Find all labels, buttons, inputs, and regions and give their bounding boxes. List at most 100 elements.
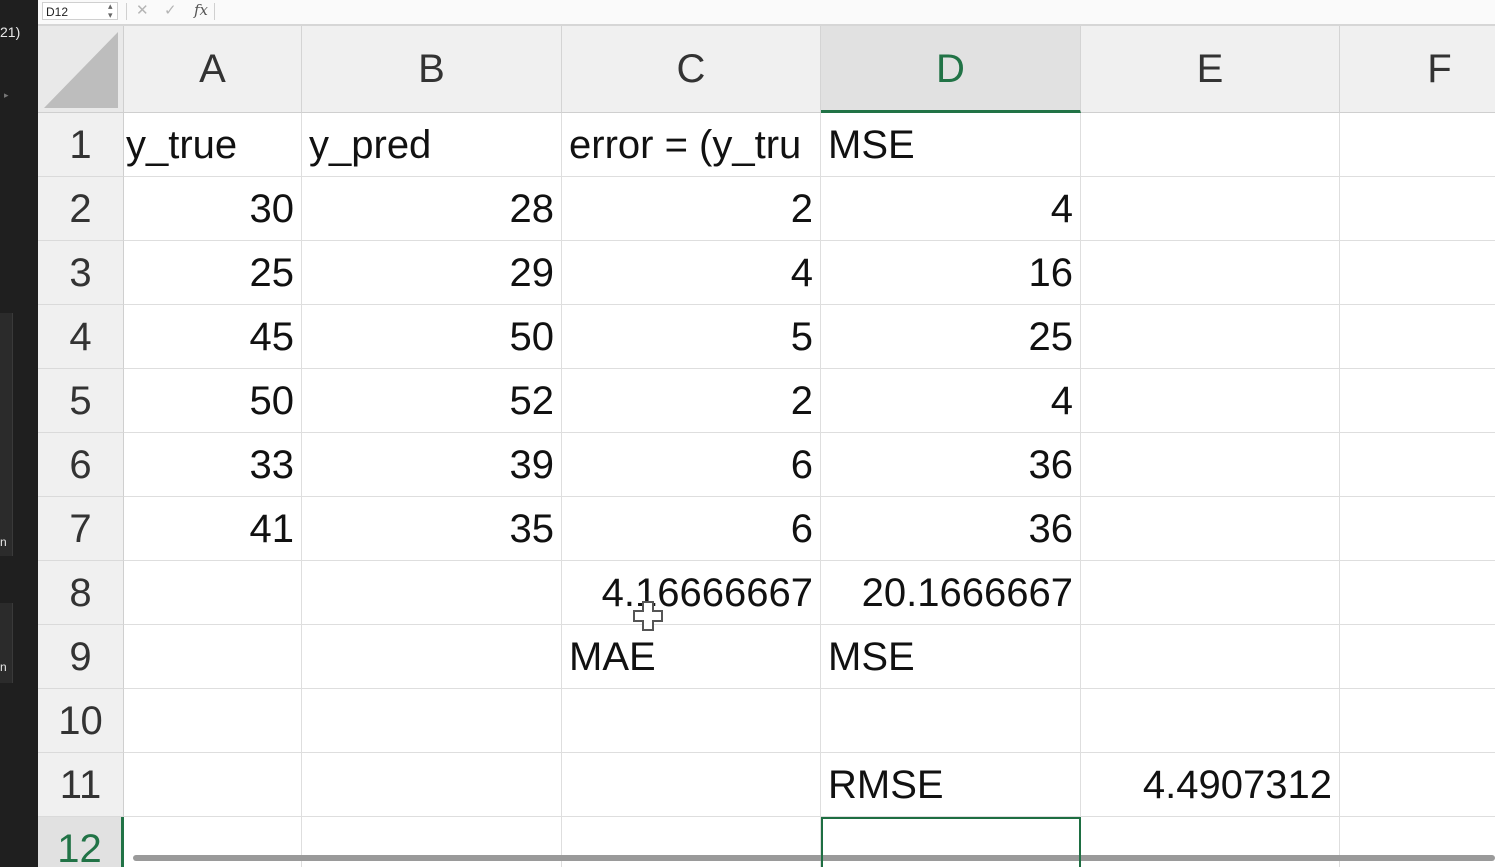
cell-a12[interactable]	[124, 817, 302, 867]
cell-c6[interactable]: 6	[562, 433, 821, 497]
cell-e1[interactable]	[1081, 113, 1340, 177]
row-header-4[interactable]: 4	[38, 305, 124, 369]
cell-e10[interactable]	[1081, 689, 1340, 753]
formula-input[interactable]	[218, 2, 1488, 20]
cell-b8[interactable]	[302, 561, 562, 625]
cell-d9[interactable]: MSE	[821, 625, 1081, 689]
cell-c2[interactable]: 2	[562, 177, 821, 241]
cell-a11[interactable]	[124, 753, 302, 817]
column-header-e[interactable]: E	[1081, 26, 1340, 113]
cell-e4[interactable]	[1081, 305, 1340, 369]
cell-f2[interactable]	[1340, 177, 1495, 241]
cell-d10[interactable]	[821, 689, 1081, 753]
cell-d8[interactable]: 20.1666667	[821, 561, 1081, 625]
cell-d2[interactable]: 4	[821, 177, 1081, 241]
cell-a5[interactable]: 50	[124, 369, 302, 433]
cell-f9[interactable]	[1340, 625, 1495, 689]
cell-a7[interactable]: 41	[124, 497, 302, 561]
cell-f7[interactable]	[1340, 497, 1495, 561]
cell-a4[interactable]: 45	[124, 305, 302, 369]
cell-f3[interactable]	[1340, 241, 1495, 305]
cell-c11[interactable]	[562, 753, 821, 817]
cell-b11[interactable]	[302, 753, 562, 817]
cell-e11[interactable]: 4.4907312	[1081, 753, 1340, 817]
cell-a6[interactable]: 33	[124, 433, 302, 497]
chevron-right-icon[interactable]: ▸	[4, 90, 9, 100]
cell-f1[interactable]	[1340, 113, 1495, 177]
cell-d4[interactable]: 25	[821, 305, 1081, 369]
cell-c8[interactable]: 4.16666667	[562, 561, 821, 625]
cell-b2[interactable]: 28	[302, 177, 562, 241]
row-header-5[interactable]: 5	[38, 369, 124, 433]
cell-b1[interactable]: y_pred	[302, 113, 562, 177]
cell-e12[interactable]	[1081, 817, 1340, 867]
row-header-8[interactable]: 8	[38, 561, 124, 625]
row-header-12[interactable]: 12	[38, 817, 124, 867]
cell-a8[interactable]	[124, 561, 302, 625]
cell-e3[interactable]	[1081, 241, 1340, 305]
enter-check-icon[interactable]: ✓	[164, 2, 177, 19]
cell-f10[interactable]	[1340, 689, 1495, 753]
insert-function-icon[interactable]: fx	[194, 1, 209, 19]
cell-c3[interactable]: 4	[562, 241, 821, 305]
column-header-a[interactable]: A	[124, 26, 302, 113]
cell-e9[interactable]	[1081, 625, 1340, 689]
cell-d5[interactable]: 4	[821, 369, 1081, 433]
row-header-9[interactable]: 9	[38, 625, 124, 689]
cell-a9[interactable]	[124, 625, 302, 689]
cell-c5[interactable]: 2	[562, 369, 821, 433]
name-box[interactable]: D12	[42, 2, 118, 20]
column-header-d[interactable]: D	[821, 26, 1081, 113]
cell-e8[interactable]	[1081, 561, 1340, 625]
cell-select-cursor-icon	[633, 601, 663, 631]
name-box-dropdown-icon[interactable]: ▴ ▾	[108, 1, 113, 20]
row-header-7[interactable]: 7	[38, 497, 124, 561]
cell-c9[interactable]: MAE	[562, 625, 821, 689]
cell-f8[interactable]	[1340, 561, 1495, 625]
select-all-corner[interactable]	[38, 26, 124, 113]
cell-c7[interactable]: 6	[562, 497, 821, 561]
cell-e2[interactable]	[1081, 177, 1340, 241]
cell-a2[interactable]: 30	[124, 177, 302, 241]
cell-f5[interactable]	[1340, 369, 1495, 433]
row-header-1[interactable]: 1	[38, 113, 124, 177]
row-header-2[interactable]: 2	[38, 177, 124, 241]
cell-d3[interactable]: 16	[821, 241, 1081, 305]
cell-c12[interactable]	[562, 817, 821, 867]
horizontal-scrollbar[interactable]	[133, 855, 1495, 861]
cell-e7[interactable]	[1081, 497, 1340, 561]
cell-b10[interactable]	[302, 689, 562, 753]
row-header-6[interactable]: 6	[38, 433, 124, 497]
cell-d6[interactable]: 36	[821, 433, 1081, 497]
cell-d1[interactable]: MSE	[821, 113, 1081, 177]
cell-f4[interactable]	[1340, 305, 1495, 369]
cell-d12[interactable]	[821, 817, 1081, 867]
cell-f6[interactable]	[1340, 433, 1495, 497]
cell-e6[interactable]	[1081, 433, 1340, 497]
spreadsheet-grid[interactable]: A B C D E F 1 2 3 4 5 6 7 8 9 10 11 12 y_true y_pred error =…	[38, 26, 1495, 867]
row-header-10[interactable]: 10	[38, 689, 124, 753]
cell-b9[interactable]	[302, 625, 562, 689]
cell-c10[interactable]	[562, 689, 821, 753]
cell-f11[interactable]	[1340, 753, 1495, 817]
column-header-b[interactable]: B	[302, 26, 562, 113]
cell-d7[interactable]: 36	[821, 497, 1081, 561]
cell-a3[interactable]: 25	[124, 241, 302, 305]
cell-e5[interactable]	[1081, 369, 1340, 433]
cell-c1[interactable]: error = (y_tru	[562, 113, 821, 177]
column-header-f[interactable]: F	[1340, 26, 1495, 113]
row-header-3[interactable]: 3	[38, 241, 124, 305]
cell-b7[interactable]: 35	[302, 497, 562, 561]
cell-b6[interactable]: 39	[302, 433, 562, 497]
cell-a10[interactable]	[124, 689, 302, 753]
row-header-11[interactable]: 11	[38, 753, 124, 817]
cell-d11[interactable]: RMSE	[821, 753, 1081, 817]
cell-a1[interactable]: y_true	[124, 113, 302, 177]
cell-c4[interactable]: 5	[562, 305, 821, 369]
cell-b12[interactable]	[302, 817, 562, 867]
cell-b5[interactable]: 52	[302, 369, 562, 433]
column-header-c[interactable]: C	[562, 26, 821, 113]
cell-b3[interactable]: 29	[302, 241, 562, 305]
cancel-x-icon[interactable]: ✕	[136, 2, 149, 19]
cell-b4[interactable]: 50	[302, 305, 562, 369]
